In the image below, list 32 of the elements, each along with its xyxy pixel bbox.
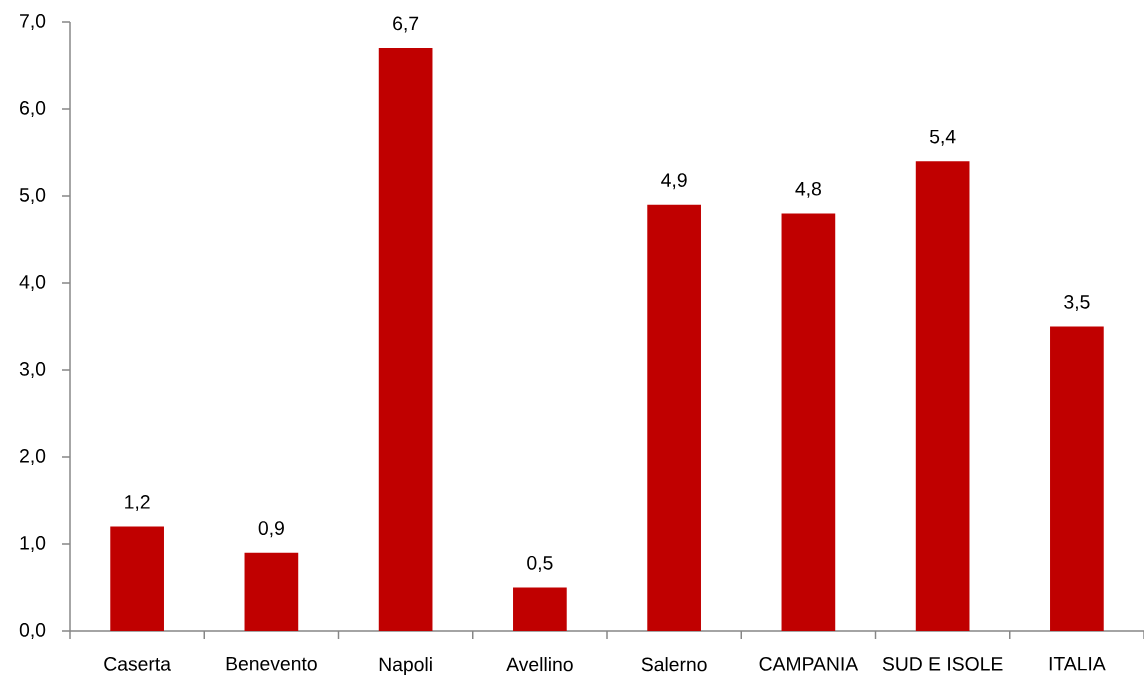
data-label: 3,5	[1064, 294, 1090, 311]
y-tick-label: 5,0	[19, 188, 46, 204]
data-label: 0,5	[527, 555, 553, 572]
x-tick-label: Napoli	[379, 657, 432, 676]
bar	[781, 213, 836, 631]
bar	[1050, 326, 1104, 631]
data-label: 1,2	[125, 495, 150, 512]
bar	[378, 48, 433, 631]
y-tick-label: 0,0	[19, 623, 46, 639]
bar	[110, 526, 164, 631]
y-tick-label: 6,0	[20, 101, 46, 117]
x-tick-label: SUD E ISOLE	[882, 657, 1003, 671]
x-tick-label: ITALIA	[1049, 657, 1106, 671]
bar	[513, 587, 567, 631]
x-tick-label: Avellino	[506, 657, 573, 672]
x-tick-label: Caserta	[104, 657, 171, 671]
data-label: 5,4	[929, 129, 956, 146]
y-tick-label: 2,0	[20, 449, 46, 465]
y-tick-label: 3,0	[19, 362, 46, 378]
data-label: 4,9	[661, 173, 687, 190]
data-label: 6,7	[393, 16, 419, 33]
bar	[244, 552, 299, 631]
data-label: 4,8	[795, 181, 821, 198]
x-tick-label: Salerno	[641, 657, 707, 672]
bar	[915, 161, 970, 631]
y-tick-label: 4,0	[19, 275, 46, 291]
y-tick-label: 1,0	[20, 536, 46, 552]
data-label: 0,9	[258, 521, 284, 538]
bar	[647, 204, 701, 631]
x-tick-label: Benevento	[226, 657, 317, 671]
x-tick-label: CAMPANIA	[759, 657, 859, 671]
y-tick-label: 7,0	[20, 14, 46, 30]
